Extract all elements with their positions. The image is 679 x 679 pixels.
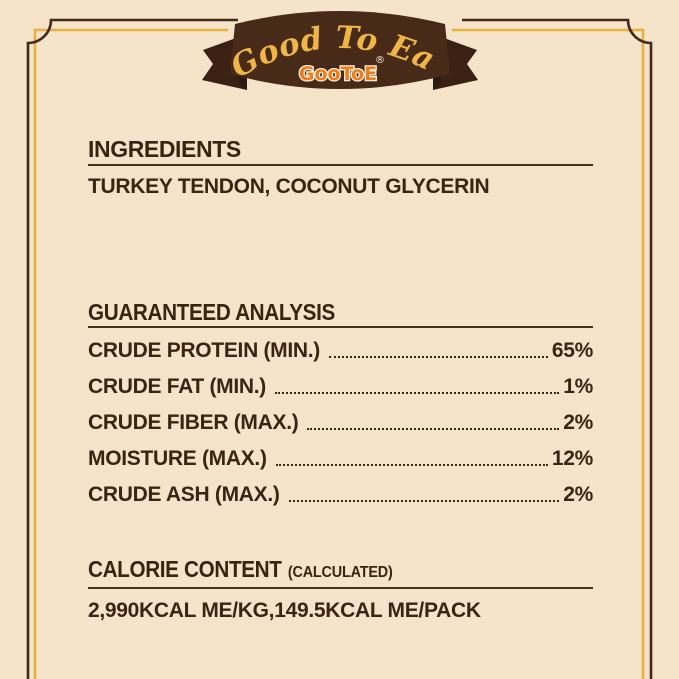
ribbon-panel: [230, 11, 450, 89]
analysis-label: MOISTURE (MAX.): [88, 447, 267, 470]
dotted-leader: [329, 356, 548, 358]
analysis-label: CRUDE ASH (MAX.): [88, 483, 280, 506]
dotted-leader: [274, 392, 560, 394]
calorie-content-divider: [88, 587, 593, 589]
ingredients-title: INGREDIENTS: [88, 136, 241, 162]
brand-logo-text: GooToE: [299, 63, 377, 85]
dotted-leader: [275, 464, 548, 466]
calorie-content-value: 2,990KCAL ME/KG,149.5KCAL ME/PACK: [88, 599, 481, 622]
analysis-row-moisture: MOISTURE (MAX.) 12%: [88, 435, 593, 471]
guaranteed-analysis-table: CRUDE PROTEIN (MIN.) 65% CRUDE FAT (MIN.…: [88, 327, 593, 507]
analysis-value: 2%: [563, 411, 593, 434]
dotted-leader: [288, 500, 560, 502]
analysis-row-crude-fiber: CRUDE FIBER (MAX.) 2%: [88, 399, 593, 435]
ingredients-section: INGREDIENTS: [88, 138, 593, 161]
calorie-content-title-text: CALORIE CONTENT: [88, 556, 282, 582]
analysis-row-crude-fat: CRUDE FAT (MIN.) 1%: [88, 363, 593, 399]
calorie-content-section: CALORIE CONTENT (CALCULATED): [88, 558, 593, 582]
frame-gold-line: [33, 28, 645, 679]
guaranteed-analysis-title: GUARANTEED ANALYSIS: [88, 299, 335, 325]
frame-dark-line: [26, 18, 653, 679]
analysis-value: 1%: [563, 375, 593, 398]
calorie-content-subtitle: (CALCULATED): [287, 564, 393, 581]
guaranteed-analysis-divider: [88, 326, 593, 328]
dotted-leader: [307, 428, 560, 430]
analysis-label: CRUDE FIBER (MAX.): [88, 411, 299, 434]
analysis-label: CRUDE PROTEIN (MIN.): [88, 339, 320, 362]
analysis-value: 12%: [551, 447, 593, 470]
ingredients-divider: [88, 164, 593, 166]
analysis-value: 2%: [563, 483, 593, 506]
guaranteed-analysis-section: GUARANTEED ANALYSIS: [88, 301, 593, 325]
analysis-row-crude-protein: CRUDE PROTEIN (MIN.) 65%: [88, 327, 593, 363]
calorie-content-title: CALORIE CONTENT (CALCULATED): [88, 558, 393, 581]
brand-banner: Good To Eat GooToE ®: [0, 0, 478, 90]
registered-trademark-icon: ®: [375, 55, 385, 66]
analysis-value: 65%: [551, 339, 593, 362]
ingredients-value: TURKEY TENDON, COCONUT GLYCERIN: [88, 175, 490, 198]
analysis-row-crude-ash: CRUDE ASH (MAX.) 2%: [88, 471, 593, 507]
analysis-label: CRUDE FAT (MIN.): [88, 375, 266, 398]
